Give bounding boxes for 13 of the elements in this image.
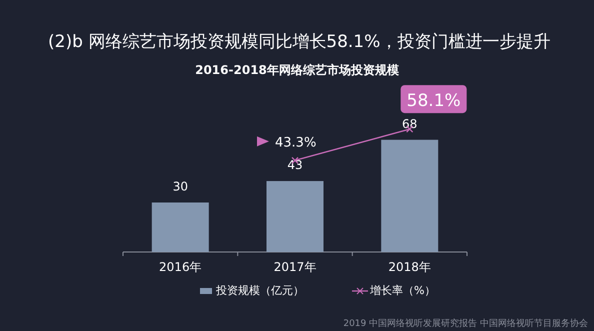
chart-subtitle: 2016-2018年网络综艺市场投资规模	[195, 63, 399, 77]
data-label: 30	[172, 180, 188, 194]
x-tick-label: 2016年	[159, 260, 202, 274]
data-label: 68	[402, 116, 418, 131]
data-label: 58.1%	[406, 91, 461, 112]
chart-title: (2)b 网络综艺市场投资规模同比增长58.1%，投资门槛进一步提升	[48, 32, 550, 52]
data-label: 43	[287, 158, 303, 172]
text: 2019 中国网络视听发展研究报告 中国网络视听节目服务协会	[343, 318, 588, 329]
legend-label: 投资规模（亿元）	[215, 284, 304, 297]
x-tick-label: 2018年	[388, 260, 431, 274]
legend-label: 增长率（%）	[369, 284, 436, 297]
x-tick-label: 2017年	[274, 260, 316, 274]
data-label: 43.3%	[275, 135, 316, 150]
